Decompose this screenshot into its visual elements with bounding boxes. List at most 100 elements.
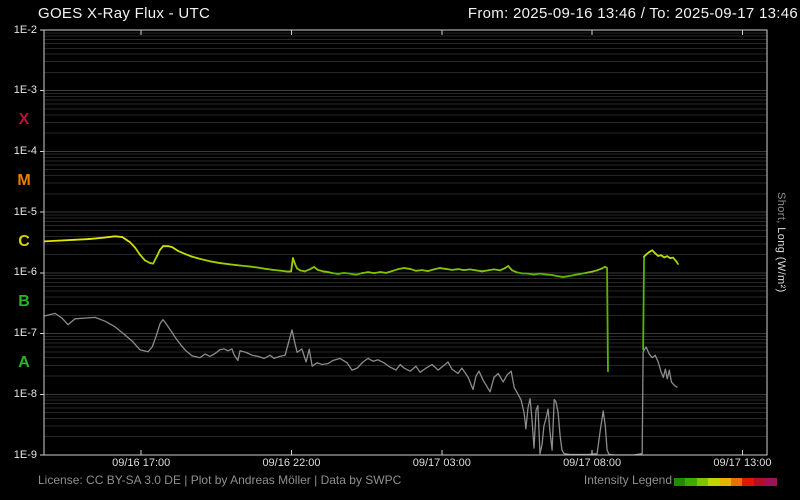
page-title: GOES X-Ray Flux - UTC [38,5,211,22]
long-flux-segment [385,270,394,274]
long-flux-segment [414,269,423,272]
x-tick-label: 09/17 08:00 [563,457,622,469]
long-flux-segment [138,253,146,262]
long-flux-segment [533,272,541,276]
long-flux-segment [373,271,381,275]
long-flux-segment [58,238,75,242]
long-flux-segment [144,259,152,264]
long-flux-segment [475,269,483,273]
legend-swatch [730,478,743,486]
legend-swatch [753,478,766,486]
intensity-legend-bar [674,478,777,486]
long-flux-segment [499,267,507,272]
long-flux-segment [44,239,60,243]
long-flux-segment [397,267,406,271]
long-flux-segment [239,264,251,268]
long-flux-segment [675,260,679,265]
long-flux-segment [199,257,211,263]
long-flux-segment [73,238,90,241]
long-flux-segment [156,248,161,257]
long-flux-segment [134,246,141,256]
long-flux-segment [229,263,241,267]
long-flux-segment [403,267,412,270]
long-flux-segment [606,267,609,373]
long-flux-segment [445,268,453,271]
long-flux-segment [433,267,441,271]
long-flux-segment [469,268,477,272]
long-flux-segment [292,257,296,265]
long-flux-segment [545,273,553,276]
y-tick-label: 1E-5 [13,205,37,218]
long-flux-segment [218,262,231,266]
flare-class-label-x: X [18,111,30,129]
long-flux-segment [451,268,459,271]
legend-swatch [719,478,731,486]
long-flux-segment [481,269,489,273]
legend-swatch [696,478,709,486]
long-flux-segment [367,271,375,275]
y-tick-label: 1E-4 [13,144,37,157]
long-flux-segment [272,268,281,272]
long-flux-segment [579,271,587,275]
long-flux-segment [349,272,357,276]
x-tick-label: 09/17 03:00 [412,457,471,469]
y-tick-label: 1E-2 [13,23,37,36]
long-flux-segment [507,265,513,272]
y-tick-label: 1E-9 [13,448,37,461]
legend-swatch [674,478,686,486]
legend-swatch [685,478,697,486]
long-flux-segment [279,269,290,273]
long-flux-segment [114,235,124,238]
long-flux-segment [265,268,274,271]
long-flux-segment [551,274,559,278]
long-flux-segment [209,260,221,264]
flare-class-label-m: M [17,171,31,189]
long-flux-segment [361,271,369,275]
long-flux-segment [642,255,645,351]
legend-swatch [708,478,720,486]
long-flux-segment [171,246,179,252]
x-tick-label: 09/16 22:00 [262,457,321,469]
flare-class-label-b: B [18,293,30,311]
long-flux-segment [191,255,201,260]
y-tick-label: 1E-3 [13,84,37,97]
flare-class-label-a: A [18,353,30,371]
long-flux-segment [379,271,388,274]
long-flux-segment [249,265,259,269]
intensity-legend-label: Intensity Legend [583,473,672,487]
y-tick-label: 1E-7 [13,327,37,340]
long-flux-segment [304,268,311,273]
long-flux-segment [409,268,417,272]
long-flux-segment [539,272,547,276]
footer-license: License: CC BY-SA 3.0 DE | Plot by Andre… [38,473,402,487]
y-tick-label: 1E-8 [13,387,37,400]
long-flux-segment [567,274,575,278]
long-flux-segment [426,268,435,272]
legend-swatch [765,478,777,486]
legend-swatch [742,478,754,486]
y-tick-label: 1E-6 [13,266,37,279]
long-flux-segment [103,235,116,239]
x-tick-label: 09/17 13:00 [713,457,772,469]
time-range-label: From: 2025-09-16 13:46 / To: 2025-09-17 … [467,5,798,22]
long-flux-segment [152,255,158,265]
long-flux-segment [129,241,136,249]
long-flux-segment [527,272,535,276]
long-flux-segment [420,269,429,272]
long-flux-segment [439,267,447,270]
long-flux-segment [88,236,106,240]
plot-border [43,29,768,456]
long-flux-segment [290,257,294,273]
long-flux-segment [257,266,268,270]
long-flux-segment [355,272,363,276]
long-flux-segment [121,236,131,244]
long-flux-segment [343,271,351,275]
right-axis-label-short: Short, [775,192,787,228]
right-axis-label-long: Long (W/m²) [775,227,787,293]
long-flux-segment [487,268,495,272]
right-axis-label: Short, Long (W/m²) [775,30,787,455]
x-tick-label: 09/16 17:00 [112,457,171,469]
long-flux-segment [573,273,581,276]
